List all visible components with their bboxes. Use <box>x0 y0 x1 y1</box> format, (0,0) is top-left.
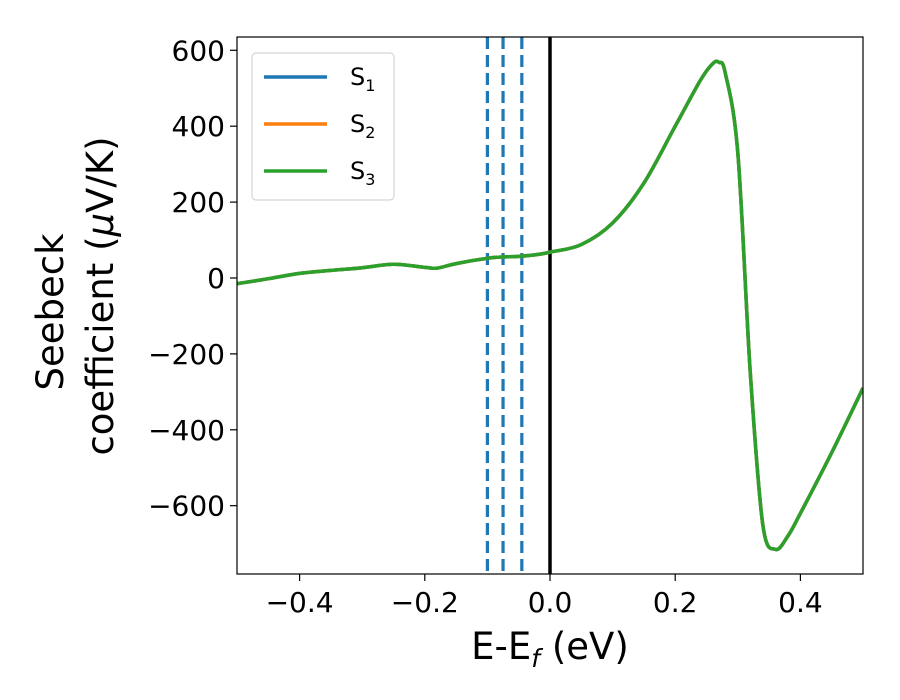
y-tick-label: 600 <box>172 34 225 67</box>
y-tick-label: 200 <box>172 186 225 219</box>
series-lines <box>237 59 863 552</box>
y-tick-label: −600 <box>148 490 225 523</box>
x-tick-label: 0.0 <box>528 586 573 619</box>
y-axis-title-line2: coefficient (μV/K) <box>79 136 122 455</box>
series-line-S3 <box>237 59 863 552</box>
x-tick-label: 0.4 <box>778 586 823 619</box>
x-tick-label: 0.2 <box>653 586 698 619</box>
legend-label-S3: S3 <box>350 157 375 189</box>
y-axis-ticks: 600 400 200 0 −200 −400 −600 <box>148 34 237 523</box>
legend-box <box>251 52 395 201</box>
x-axis-ticks: −0.4 −0.2 0.0 0.2 0.4 <box>266 574 823 619</box>
y-tick-label: 400 <box>172 110 225 143</box>
y-tick-label: −200 <box>148 338 225 371</box>
y-tick-label: −400 <box>148 414 225 447</box>
x-tick-label: −0.2 <box>391 586 459 619</box>
x-axis-title: E-Ef (eV) <box>471 625 629 673</box>
vertical-reference-lines <box>485 37 552 574</box>
y-axis-title: Seebeck coefficient (μV/K) <box>29 136 122 455</box>
y-axis-title-line1: Seebeck <box>29 233 72 391</box>
legend: S1 S2 S3 <box>251 52 395 201</box>
legend-label-S2: S2 <box>350 110 375 142</box>
y-tick-label: 0 <box>207 262 225 295</box>
x-tick-label: −0.4 <box>266 586 334 619</box>
legend-label-S1: S1 <box>350 63 375 95</box>
